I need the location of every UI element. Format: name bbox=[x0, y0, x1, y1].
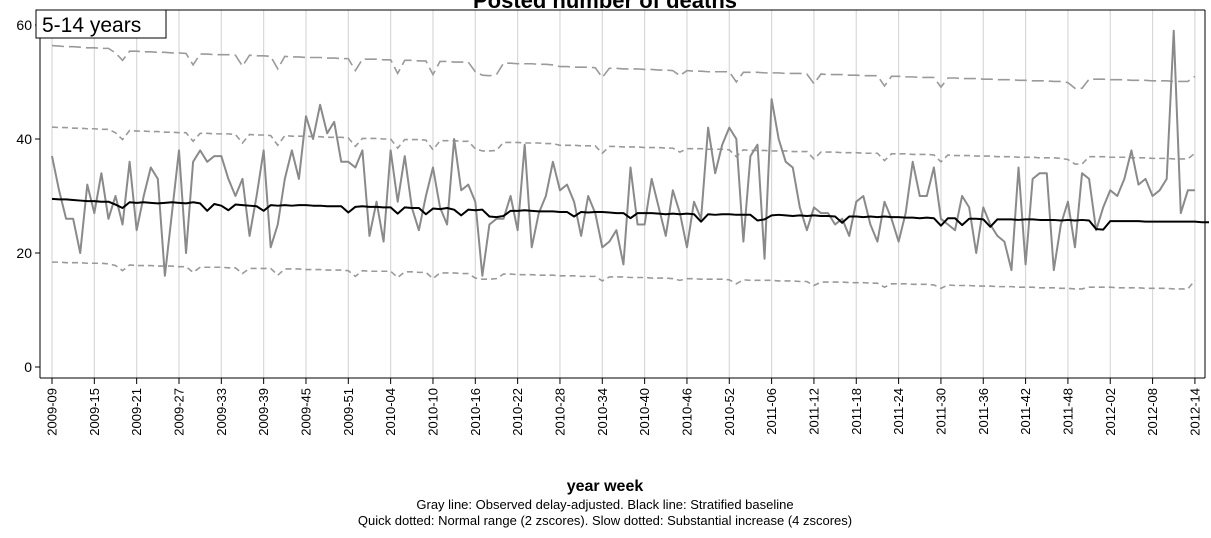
x-tick-label: 2009-21 bbox=[129, 388, 144, 436]
x-tick-label: 2011-42 bbox=[1018, 388, 1033, 435]
x-tick-label: 2010-10 bbox=[425, 388, 440, 436]
x-tick-label: 2011-30 bbox=[933, 388, 948, 435]
x-tick-label: 2009-39 bbox=[256, 388, 271, 436]
x-tick-label: 2010-22 bbox=[510, 388, 525, 436]
x-tick-label: 2010-52 bbox=[722, 388, 737, 436]
normal-range-lower-line bbox=[52, 261, 1196, 290]
x-tick-label: 2009-45 bbox=[298, 388, 313, 436]
y-tick-label: 0 bbox=[24, 359, 32, 375]
x-tick-label: 2009-09 bbox=[45, 388, 60, 436]
x-tick-label: 2009-15 bbox=[87, 388, 102, 436]
series-lines bbox=[51, 29, 1210, 277]
substantial-increase-threshold-line bbox=[51, 44, 1196, 90]
x-tick-label: 2010-04 bbox=[383, 388, 398, 436]
x-tick-label: 2011-36 bbox=[976, 388, 991, 435]
x-tick-label: 2010-40 bbox=[637, 388, 652, 436]
y-tick-label: 40 bbox=[16, 131, 32, 147]
x-tick-label: 2010-46 bbox=[679, 388, 694, 436]
x-tick-label: 2009-33 bbox=[214, 388, 229, 436]
observed-series-line bbox=[51, 29, 1195, 277]
x-tick-label: 2012-14 bbox=[1187, 388, 1202, 436]
x-tick-label: 2011-12 bbox=[806, 388, 821, 435]
vertical-gridlines bbox=[51, 10, 1196, 378]
chart-title: Posted number of deaths bbox=[473, 0, 737, 13]
x-tick-label: 2009-51 bbox=[341, 388, 356, 436]
panel-label: 5-14 years bbox=[42, 14, 141, 37]
normal-range-upper-line bbox=[51, 126, 1196, 165]
x-axis-label: year week bbox=[567, 478, 644, 495]
x-tick-label: 2010-34 bbox=[595, 388, 610, 436]
panel-label-box: 5-14 years bbox=[35, 9, 167, 39]
x-tick-label: 2011-48 bbox=[1060, 388, 1075, 435]
x-tick-label: 2010-16 bbox=[468, 388, 483, 436]
x-tick-label: 2011-18 bbox=[849, 388, 864, 435]
y-tick-label: 20 bbox=[16, 245, 32, 261]
x-tick-label: 2012-08 bbox=[1145, 388, 1160, 436]
threshold-lines bbox=[51, 44, 1196, 290]
caption-line-1: Gray line: Observed delay-adjusted. Blac… bbox=[416, 497, 793, 512]
axes: 2009-09 2009-15 2009-21 2009-27 2009-33 2009-… bbox=[16, 9, 1206, 436]
x-tick-label: 2011-06 bbox=[764, 388, 779, 435]
x-tick-label: 2012-02 bbox=[1103, 388, 1118, 436]
baseline-series-line bbox=[51, 197, 1210, 231]
x-tick-label: 2009-27 bbox=[171, 388, 186, 436]
caption-line-2: Quick dotted: Normal range (2 zscores). … bbox=[358, 513, 852, 528]
y-tick-label: 60 bbox=[16, 17, 32, 33]
x-tick-label: 2010-28 bbox=[552, 388, 567, 436]
x-tick-label: 2011-24 bbox=[891, 388, 906, 435]
